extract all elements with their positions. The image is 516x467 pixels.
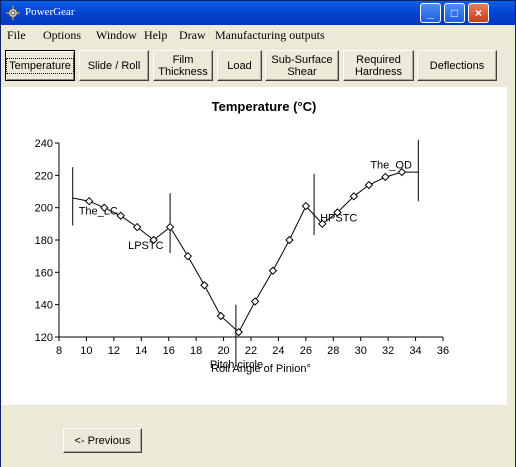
tab-bar: Temperature Slide / Roll Film Thickness …: [1, 48, 515, 84]
maximize-button[interactable]: □: [444, 3, 465, 23]
y-tick-label: 240: [35, 138, 53, 150]
tab-label: Film Thickness: [158, 53, 208, 78]
x-tick-label: 28: [327, 345, 339, 357]
tab-temperature[interactable]: Temperature: [5, 50, 75, 81]
menu-draw[interactable]: Draw: [179, 28, 206, 42]
data-point: [183, 251, 193, 261]
tab-load[interactable]: Load: [217, 50, 262, 81]
data-point: [234, 327, 243, 337]
menu-file[interactable]: File: [7, 28, 26, 42]
tab-label: Deflections: [429, 59, 485, 72]
x-tick-label: 14: [135, 345, 147, 357]
minimize-icon: _: [427, 6, 434, 20]
menu-bar: File Options Window Help Draw Manufactur…: [1, 26, 515, 45]
menu-window[interactable]: Window: [96, 28, 137, 42]
close-button[interactable]: ×: [468, 3, 489, 23]
series: [72, 167, 419, 337]
title-bar[interactable]: PowerGear _ □ ×: [1, 1, 515, 25]
tab-label: Sub-Surface Shear: [271, 53, 333, 78]
tab-label: Slide / Roll: [87, 59, 141, 72]
bottom-panel: <- Previous: [1, 405, 515, 467]
data-point: [200, 281, 209, 290]
tab-required-hardness[interactable]: Required Hardness: [343, 50, 414, 81]
x-tick-label: 12: [108, 345, 120, 357]
x-tick-label: 20: [217, 345, 229, 357]
gear-icon: [6, 6, 20, 20]
previous-button-label: <- Previous: [74, 434, 131, 447]
x-tick-label: 10: [80, 345, 92, 357]
x-tick-label: 18: [190, 345, 202, 357]
x-tick-label: 26: [300, 345, 312, 357]
data-point: [116, 211, 125, 220]
data-point: [285, 235, 294, 245]
tab-deflections[interactable]: Deflections: [417, 50, 497, 81]
y-tick-label: 220: [35, 170, 53, 182]
maximize-icon: □: [450, 6, 459, 20]
tab-label: Temperature: [6, 57, 74, 74]
data-point: [349, 192, 359, 201]
x-tick-label: 8: [56, 345, 62, 357]
series-line: [72, 171, 419, 334]
data-point: [165, 222, 175, 232]
previous-button[interactable]: <- Previous: [63, 428, 142, 453]
data-point: [318, 219, 327, 229]
data-point: [149, 235, 158, 245]
menu-help[interactable]: Help: [144, 28, 168, 42]
minimize-button[interactable]: _: [420, 3, 441, 23]
annotations: The_LC LPSTC Pitch circle HPSTC The_OD: [72, 139, 419, 371]
annotation-label: Pitch circle: [210, 359, 263, 371]
data-point: [301, 201, 311, 211]
tab-sub-surface-shear[interactable]: Sub-Surface Shear: [265, 50, 339, 81]
x-tick-label: 24: [272, 345, 284, 357]
x-tick-label: 36: [437, 345, 449, 357]
x-tick-label: 22: [245, 345, 257, 357]
data-point: [268, 266, 278, 275]
x-axis-label: Roll Angle of Pinion°: [211, 363, 311, 375]
data-point: [250, 297, 260, 306]
data-point: [333, 208, 342, 217]
x-tick-label: 16: [163, 345, 175, 357]
tab-slide-roll[interactable]: Slide / Roll: [79, 50, 149, 81]
menu-options[interactable]: Options: [43, 28, 82, 42]
data-point: [132, 222, 142, 232]
y-tick-label: 120: [35, 332, 53, 344]
chart-title: Temperature (°C): [212, 99, 317, 114]
data-point: [100, 203, 109, 212]
close-icon: ×: [474, 6, 482, 20]
window-title: PowerGear: [25, 6, 75, 18]
panel-border: [507, 87, 515, 405]
data-point: [397, 167, 407, 177]
tab-label: Load: [227, 59, 252, 72]
axes: 120 140 160 180 200 220 240 8 10 12 14 16 18 20 22 24 26…: [35, 138, 449, 357]
data-point: [364, 180, 374, 190]
y-tick-label: 140: [35, 300, 53, 312]
annotation-label: HPSTC: [320, 212, 357, 224]
chart-panel: Temperature (°C) 120 140 160 180 200 220 240 8 1…: [1, 87, 507, 405]
data-point: [381, 172, 390, 182]
annotation-label: The_LC: [79, 205, 118, 217]
y-tick-label: 200: [35, 203, 53, 215]
tab-film-thickness[interactable]: Film Thickness: [153, 50, 213, 81]
x-tick-label: 32: [382, 345, 394, 357]
tab-label: Required Hardness: [354, 53, 403, 78]
x-tick-label: 30: [355, 345, 367, 357]
y-tick-label: 160: [35, 267, 53, 279]
data-point: [216, 311, 226, 321]
annotation-label: The_OD: [370, 159, 412, 171]
x-tick-label: 34: [409, 345, 421, 357]
annotation-label: LPSTC: [128, 240, 164, 252]
menu-manufacturing-outputs[interactable]: Manufacturing outputs: [215, 28, 325, 42]
data-point: [84, 196, 94, 206]
y-tick-label: 180: [35, 235, 53, 247]
